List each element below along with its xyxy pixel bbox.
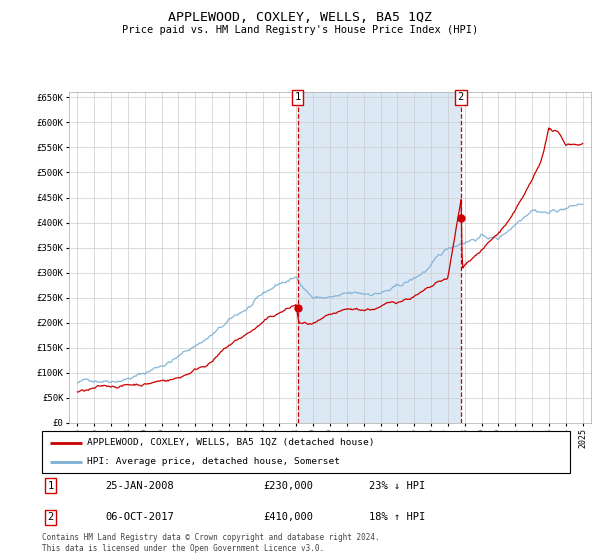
Text: Price paid vs. HM Land Registry's House Price Index (HPI): Price paid vs. HM Land Registry's House … bbox=[122, 25, 478, 35]
FancyBboxPatch shape bbox=[42, 431, 570, 473]
Bar bbox=[298, 92, 461, 423]
Text: 2: 2 bbox=[458, 92, 464, 102]
Text: 18% ↑ HPI: 18% ↑ HPI bbox=[370, 512, 425, 522]
Text: 06-OCT-2017: 06-OCT-2017 bbox=[106, 512, 174, 522]
Text: 1: 1 bbox=[295, 92, 301, 102]
Text: 2: 2 bbox=[47, 512, 53, 522]
Text: £410,000: £410,000 bbox=[264, 512, 314, 522]
Text: 23% ↓ HPI: 23% ↓ HPI bbox=[370, 480, 425, 491]
Text: HPI: Average price, detached house, Somerset: HPI: Average price, detached house, Some… bbox=[87, 458, 340, 466]
Text: APPLEWOOD, COXLEY, WELLS, BA5 1QZ (detached house): APPLEWOOD, COXLEY, WELLS, BA5 1QZ (detac… bbox=[87, 438, 374, 447]
Text: 1: 1 bbox=[47, 480, 53, 491]
Text: 25-JAN-2008: 25-JAN-2008 bbox=[106, 480, 174, 491]
Text: £230,000: £230,000 bbox=[264, 480, 314, 491]
Text: APPLEWOOD, COXLEY, WELLS, BA5 1QZ: APPLEWOOD, COXLEY, WELLS, BA5 1QZ bbox=[168, 11, 432, 24]
Text: This data is licensed under the Open Government Licence v3.0.: This data is licensed under the Open Gov… bbox=[42, 544, 324, 553]
Text: Contains HM Land Registry data © Crown copyright and database right 2024.: Contains HM Land Registry data © Crown c… bbox=[42, 533, 380, 542]
